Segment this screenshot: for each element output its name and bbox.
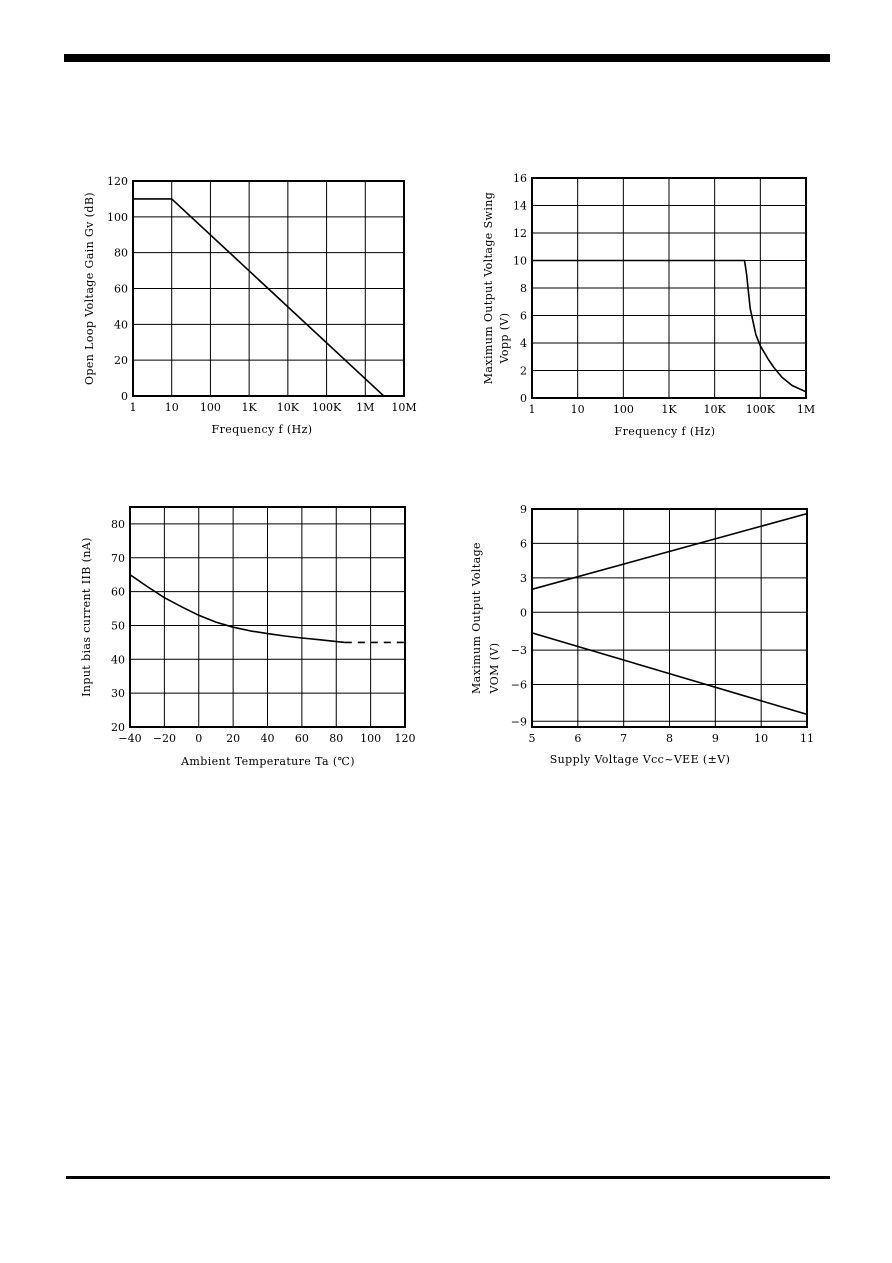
x-tick-label: 100 xyxy=(200,401,221,414)
plot-frame xyxy=(132,180,405,397)
y-tick-label: 0 xyxy=(121,390,128,403)
x-axis-label: Supply Voltage Vcc~VEE (±V) xyxy=(550,753,731,766)
y-tick-label: 50 xyxy=(111,619,125,632)
x-tick-label: 7 xyxy=(620,732,627,745)
series-line-1 xyxy=(531,512,808,591)
x-tick-label: 1M xyxy=(356,401,374,414)
x-tick-label: 100 xyxy=(360,732,381,745)
y-axis-label: Input bias current IIB (nA) xyxy=(80,537,93,697)
x-tick-label: 1 xyxy=(529,403,536,416)
series-line-1 xyxy=(532,259,807,393)
x-tick-label: 8 xyxy=(666,732,673,745)
x-tick-label: 1K xyxy=(242,401,258,414)
x-tick-label: 100 xyxy=(613,403,634,416)
y-tick-label: 60 xyxy=(111,586,125,599)
x-tick-label: 11 xyxy=(800,732,814,745)
x-axis-label: Frequency f (Hz) xyxy=(212,423,313,436)
y-tick-label: 80 xyxy=(111,518,125,531)
y-tick-label: 3 xyxy=(520,572,527,585)
y-tick-label: 30 xyxy=(111,687,125,700)
x-tick-label: −20 xyxy=(153,732,176,745)
y-tick-label: 8 xyxy=(520,282,527,295)
x-tick-label: −40 xyxy=(118,732,141,745)
chart-4: 5 6 7 8 9 10 11 9 6 3 0 −3 −6 −9 Supply Voltage Vcc~VE… xyxy=(470,503,814,766)
x-tick-label: 100K xyxy=(312,401,342,414)
x-tick-label: 120 xyxy=(395,732,416,745)
x-tick-label: 10 xyxy=(165,401,179,414)
x-tick-label: 1M xyxy=(797,403,815,416)
x-axis-label: Frequency f (Hz) xyxy=(615,425,716,438)
y-tick-label: 20 xyxy=(114,354,128,367)
y-tick-label: 16 xyxy=(513,172,527,185)
y-tick-label: 20 xyxy=(111,721,125,734)
y-tick-label: 12 xyxy=(513,227,527,240)
y-tick-label: 40 xyxy=(114,318,128,331)
series-line-1 xyxy=(129,574,345,644)
top-rule xyxy=(64,54,830,62)
x-axis-label: Ambient Temperature Ta (℃) xyxy=(180,755,355,768)
x-tick-label: 10K xyxy=(704,403,727,416)
y-tick-label: 14 xyxy=(513,200,527,213)
y-tick-label: 120 xyxy=(107,175,128,188)
plot-frame xyxy=(129,506,406,728)
y-tick-label: −3 xyxy=(511,644,527,657)
y-tick-label: −6 xyxy=(511,679,527,692)
y-tick-label: 70 xyxy=(111,552,125,565)
y-tick-label: 100 xyxy=(107,211,128,224)
x-tick-label: 1 xyxy=(130,401,137,414)
y-tick-label: 80 xyxy=(114,247,128,260)
x-tick-label: 1K xyxy=(661,403,677,416)
chart-2: 1 10 100 1K 10K 100K 1M 0 2 4 6 8 10 12 14 16 Frequency … xyxy=(482,172,815,438)
x-tick-label: 20 xyxy=(226,732,240,745)
x-tick-label: 10 xyxy=(571,403,585,416)
plot-frame xyxy=(531,508,808,728)
x-tick-label: 0 xyxy=(195,732,202,745)
x-tick-label: 80 xyxy=(329,732,343,745)
series-line-2 xyxy=(531,632,808,716)
y-tick-label: 4 xyxy=(520,337,527,350)
x-tick-label: 100K xyxy=(746,403,776,416)
x-tick-label: 10 xyxy=(754,732,768,745)
x-tick-label: 10M xyxy=(391,401,416,414)
y-tick-label: 0 xyxy=(520,392,527,405)
x-tick-label: 10K xyxy=(277,401,300,414)
y-axis-label: Maximum Output Voltage Swing xyxy=(482,192,495,384)
series-line-1 xyxy=(133,198,385,397)
y-axis-label-unit: VOM (V) xyxy=(488,643,501,695)
chart-1: 1 10 100 1K 10K 100K 1M 10M 0 20 40 60 80 100 120 Frequ… xyxy=(83,175,417,436)
bottom-rule xyxy=(66,1176,830,1179)
x-tick-label: 60 xyxy=(295,732,309,745)
x-tick-label: 5 xyxy=(529,732,536,745)
y-axis-label: Maximum Output Voltage xyxy=(470,542,483,694)
y-tick-label: 9 xyxy=(520,503,527,516)
x-tick-label: 9 xyxy=(712,732,719,745)
chart-3: −40 −20 0 20 40 60 80 100 120 20 30 40 50 60 70 80 Ambie… xyxy=(80,506,416,768)
y-tick-label: 0 xyxy=(520,606,527,619)
y-tick-label: 60 xyxy=(114,283,128,296)
y-tick-label: −9 xyxy=(511,715,527,728)
x-tick-label: 40 xyxy=(261,732,275,745)
y-axis-label: Open Loop Voltage Gain Gv (dB) xyxy=(83,192,96,385)
y-tick-label: 40 xyxy=(111,653,125,666)
y-tick-label: 10 xyxy=(513,255,527,268)
plot-frame xyxy=(531,177,807,399)
y-tick-label: 6 xyxy=(520,537,527,550)
y-tick-label: 2 xyxy=(520,365,527,378)
y-axis-label-unit: Vopp (V) xyxy=(498,313,511,365)
x-tick-label: 6 xyxy=(574,732,581,745)
y-tick-label: 6 xyxy=(520,310,527,323)
